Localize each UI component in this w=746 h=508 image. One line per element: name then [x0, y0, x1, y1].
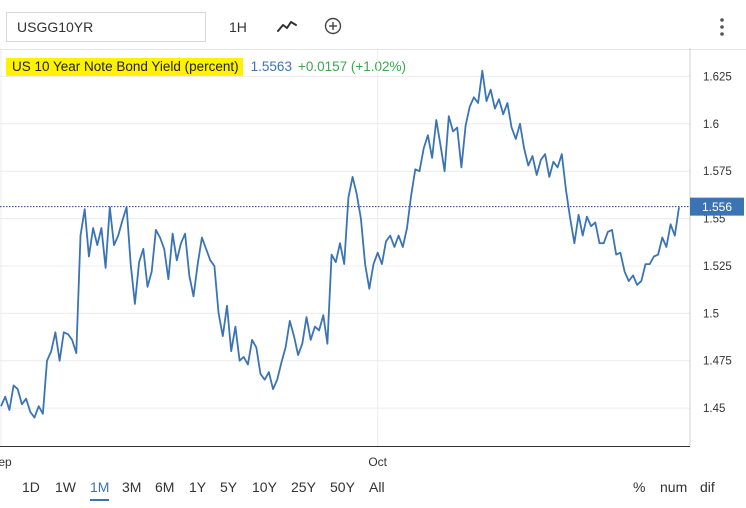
- range-button-5y[interactable]: 5Y: [220, 479, 238, 495]
- symbol-input[interactable]: USGG10YR: [6, 12, 206, 42]
- y-tick-label: 1.525: [703, 261, 732, 273]
- vertical-ellipsis-icon[interactable]: [716, 15, 728, 39]
- range-button-6m[interactable]: 6M: [155, 479, 175, 495]
- y-tick-label: 1.45: [703, 403, 725, 415]
- last-price: 1.5563: [250, 59, 292, 74]
- last-price-tag: [690, 197, 744, 216]
- range-button-1m[interactable]: 1M: [90, 479, 110, 501]
- range-button-1w[interactable]: 1W: [55, 479, 76, 495]
- chart-legend: US 10 Year Note Bond Yield (percent) 1.55…: [6, 58, 407, 79]
- range-button-1y[interactable]: 1Y: [189, 479, 207, 495]
- range-button-3m[interactable]: 3M: [122, 479, 142, 495]
- y-tick-label: 1.625: [703, 71, 732, 83]
- y-tick-label: 1.55: [703, 214, 725, 226]
- y-tick-label: 1.5: [703, 308, 719, 320]
- y-tick-label: 1.475: [703, 356, 732, 368]
- interval-button[interactable]: 1H: [229, 19, 247, 35]
- percent-option[interactable]: %: [633, 479, 646, 495]
- yield-series-line: [0, 69, 680, 419]
- range-button-10y[interactable]: 10Y: [252, 479, 277, 495]
- num-option[interactable]: num: [660, 479, 688, 495]
- range-selector-bar: 1D 1W 1M 3M 6M 1Y 5Y 10Y 25Y 50Y All% num dif: [0, 472, 746, 508]
- range-button-all[interactable]: All: [369, 479, 385, 495]
- line-chart-icon[interactable]: [276, 18, 298, 34]
- last-price-tag-label: 1.556: [702, 200, 732, 214]
- range-button-25y[interactable]: 25Y: [291, 479, 316, 495]
- price-change: +0.0157 (+1.02%): [297, 59, 407, 74]
- y-tick-label: 1.6: [703, 119, 719, 131]
- series-name: US 10 Year Note Bond Yield (percent): [6, 58, 243, 76]
- x-tick-label: Sep: [0, 455, 12, 469]
- range-button-50y[interactable]: 50Y: [330, 479, 355, 495]
- yield-line-chart[interactable]: 1.45 1.475 1.5 1.525 1.55 1.575 1.6 1.625 Sep Oct…: [0, 0, 746, 470]
- chart-toolbar: USGG10YR 1H: [0, 0, 746, 50]
- plus-circle-icon[interactable]: [324, 17, 342, 35]
- dif-option[interactable]: dif: [700, 479, 715, 495]
- range-button-1d[interactable]: 1D: [22, 479, 40, 495]
- x-tick-label: Oct: [368, 455, 387, 469]
- y-tick-label: 1.575: [703, 166, 732, 178]
